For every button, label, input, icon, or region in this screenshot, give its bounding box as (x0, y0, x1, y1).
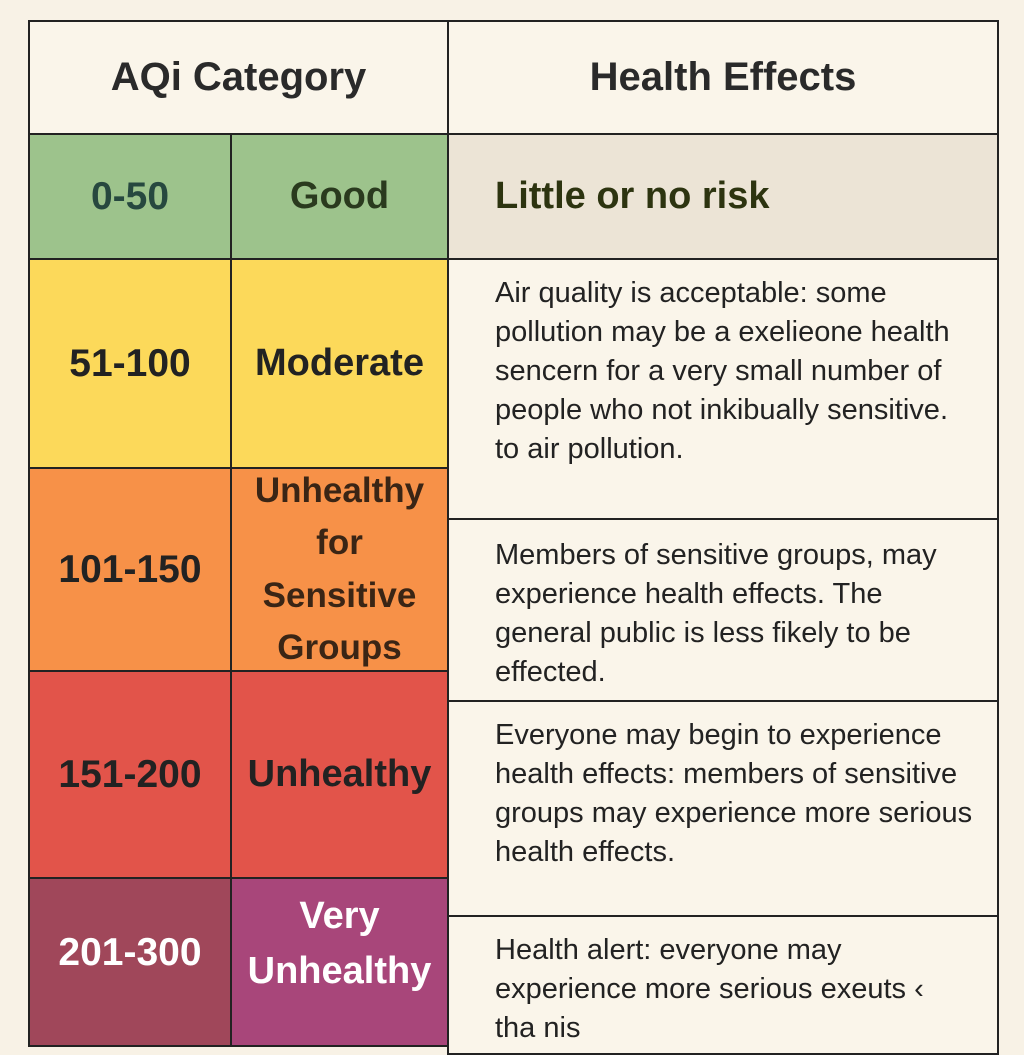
effects-very-unhealthy: Health alert: everyone may experience mo… (447, 915, 999, 1055)
effects-unhealthy: Everyone may begin to experience health … (447, 700, 999, 917)
effects-moderate: Air quality is acceptable: some pollutio… (447, 258, 999, 520)
range-very-unhealthy: 201-300 (28, 877, 232, 1047)
header-health-effects: Health Effects (447, 20, 999, 135)
range-good: 0-50 (28, 133, 232, 260)
category-very-unhealthy: Very Unhealthy (230, 877, 449, 1047)
effects-good: Little or no risk (447, 133, 999, 260)
category-unhealthy: Unhealthy (230, 670, 449, 879)
range-moderate: 51-100 (28, 258, 232, 469)
header-aqi-category: AQi Category (28, 20, 449, 135)
category-good: Good (230, 133, 449, 260)
category-moderate: Moderate (230, 258, 449, 469)
effects-usg: Members of sensitive groups, may experie… (447, 518, 999, 702)
category-usg: Unhealthy for Sensitive Groups (230, 467, 449, 672)
range-usg: 101-150 (28, 467, 232, 672)
range-unhealthy: 151-200 (28, 670, 232, 879)
